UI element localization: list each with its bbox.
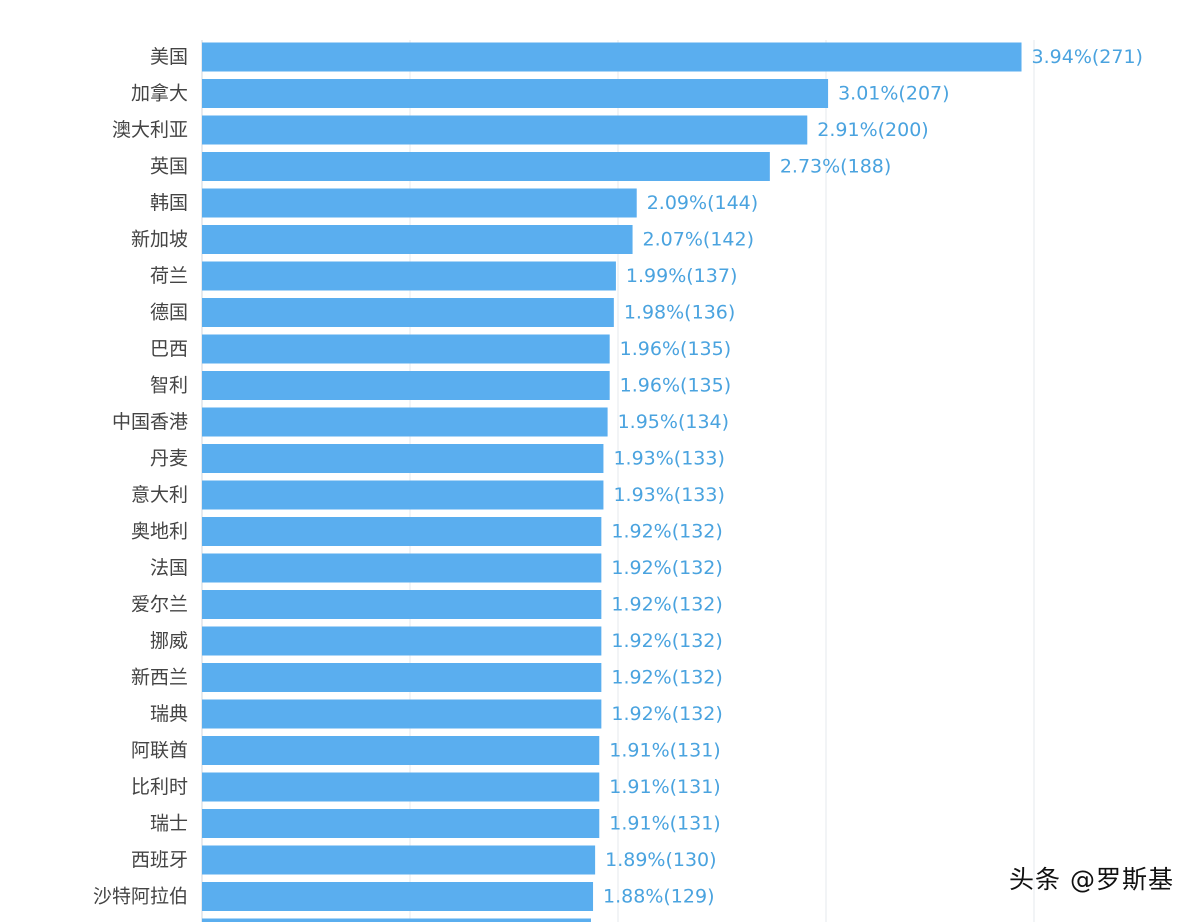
category-label: 新加坡 <box>131 229 188 251</box>
bar <box>202 407 608 437</box>
data-label: 1.96%(135) <box>620 375 731 397</box>
data-label: 1.89%(130) <box>605 849 716 871</box>
bar <box>202 79 829 108</box>
category-label: 英国 <box>150 156 188 178</box>
bar <box>202 152 770 181</box>
data-label: 1.93%(133) <box>613 448 724 470</box>
data-label: 1.92%(132) <box>611 703 722 725</box>
bars <box>202 42 1022 922</box>
category-label: 奥地利 <box>131 521 188 543</box>
category-label: 比利时 <box>131 776 188 798</box>
category-label: 法国 <box>150 557 188 579</box>
category-label: 新西兰 <box>131 667 188 689</box>
data-label: 2.91%(200) <box>817 119 928 141</box>
bar <box>202 42 1022 72</box>
category-label: 瑞典 <box>150 703 188 725</box>
category-label: 德国 <box>150 302 188 324</box>
bar <box>202 225 633 254</box>
category-label: 西班牙 <box>131 849 188 871</box>
bar <box>202 188 637 218</box>
bar <box>202 261 616 291</box>
bar <box>202 809 600 838</box>
data-label: 1.92%(132) <box>611 630 722 652</box>
data-label: 1.92%(132) <box>611 557 722 579</box>
bar <box>202 298 614 327</box>
category-label: 中国香港 <box>112 411 188 433</box>
data-label: 3.01%(207) <box>838 83 949 105</box>
data-label: 1.91%(131) <box>609 776 720 798</box>
bar <box>202 517 602 546</box>
bar <box>202 334 610 364</box>
bar <box>202 553 602 583</box>
data-label: 1.93%(133) <box>613 484 724 506</box>
category-label: 沙特阿拉伯 <box>93 886 188 908</box>
bar <box>202 626 602 656</box>
category-labels: 美国加拿大澳大利亚英国韩国新加坡荷兰德国巴西智利中国香港丹麦意大利奥地利法国爱尔… <box>93 46 188 908</box>
bar-partial <box>202 918 591 922</box>
bar <box>202 845 596 875</box>
bar <box>202 663 602 692</box>
category-label: 澳大利亚 <box>112 119 188 141</box>
category-label: 美国 <box>150 46 188 68</box>
category-label: 加拿大 <box>131 82 188 105</box>
bar <box>202 736 600 765</box>
category-label: 瑞士 <box>150 813 188 835</box>
data-label: 1.98%(136) <box>624 302 735 324</box>
data-label: 2.07%(142) <box>643 229 754 251</box>
bar <box>202 590 602 619</box>
category-label: 丹麦 <box>150 448 188 470</box>
data-label: 1.91%(131) <box>609 740 720 762</box>
data-label: 1.99%(137) <box>626 265 737 287</box>
category-label: 荷兰 <box>150 265 188 287</box>
data-label: 2.73%(188) <box>780 156 891 178</box>
data-label: 1.92%(132) <box>611 521 722 543</box>
category-label: 智利 <box>150 375 188 397</box>
data-label: 1.92%(132) <box>611 594 722 616</box>
value-labels: 3.94%(271) 3.01%(207) 2.91%(200) 2.73%(188)… <box>603 46 1143 908</box>
bar <box>202 699 602 729</box>
watermark: 头条 @罗斯基 <box>1009 865 1174 894</box>
bar <box>202 772 600 802</box>
bar <box>202 480 604 510</box>
bar <box>202 371 610 400</box>
data-label: 1.95%(134) <box>618 411 729 433</box>
bar <box>202 115 808 145</box>
category-label: 爱尔兰 <box>131 594 188 616</box>
data-label: 1.96%(135) <box>620 338 731 360</box>
data-label: 3.94%(271) <box>1032 46 1143 68</box>
category-label: 意大利 <box>131 484 188 506</box>
data-label: 2.09%(144) <box>647 192 758 214</box>
data-label: 1.88%(129) <box>603 886 714 908</box>
data-label: 1.92%(132) <box>611 667 722 689</box>
bar <box>202 444 604 473</box>
category-label: 挪威 <box>150 630 188 652</box>
category-label: 阿联酋 <box>131 740 188 762</box>
data-label: 1.91%(131) <box>609 813 720 835</box>
bar <box>202 882 594 911</box>
category-label: 韩国 <box>150 192 188 214</box>
category-label: 巴西 <box>150 338 188 360</box>
